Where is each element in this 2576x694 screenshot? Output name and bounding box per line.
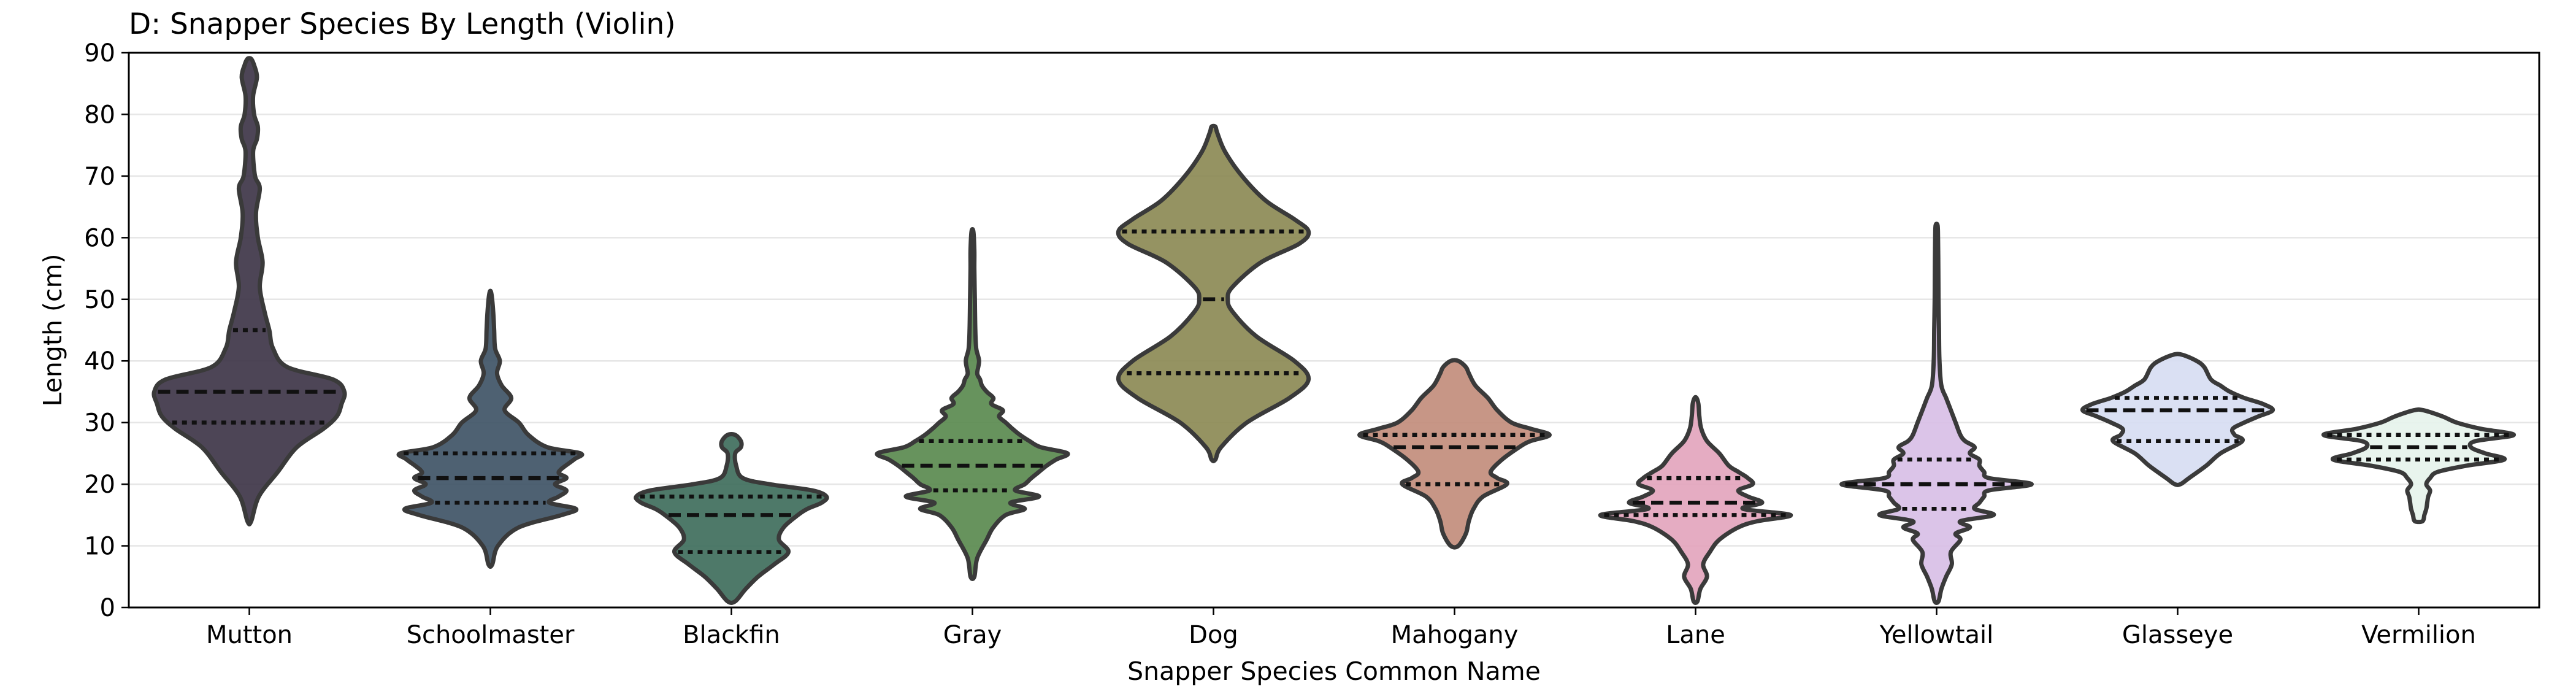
violin-blackfin <box>634 432 829 605</box>
violin-vermilion <box>2321 407 2517 525</box>
y-tick-label: 0 <box>100 594 115 622</box>
x-tick-label: Schoolmaster <box>407 621 575 649</box>
plot-frame <box>128 52 2540 609</box>
violin-body <box>634 432 829 605</box>
x-tick-label: Glasseye <box>2122 621 2233 649</box>
violins <box>151 56 2517 605</box>
y-tick-label: 90 <box>84 39 115 67</box>
violin-body <box>1598 395 1793 605</box>
x-tick-label: Gray <box>943 621 1002 649</box>
violin-dog <box>1116 123 1311 463</box>
violin-body <box>1116 123 1311 463</box>
violin-lane <box>1598 395 1793 605</box>
x-tick-label: Lane <box>1666 621 1725 649</box>
y-tick-label: 70 <box>84 163 115 191</box>
violin-body <box>2321 407 2517 525</box>
violin-mahogany <box>1357 358 1552 550</box>
x-tick-label: Dog <box>1189 621 1238 649</box>
y-tick-label: 60 <box>84 224 115 252</box>
y-axis: 0 10 20 30 40 50 60 70 80 90 <box>84 39 129 622</box>
violin-yellowtail <box>1839 222 2034 605</box>
violin-body <box>2080 352 2275 487</box>
violin-body <box>396 288 585 569</box>
violin-mutton <box>151 56 347 526</box>
x-tick-label: Yellowtail <box>1879 621 1994 649</box>
y-tick-label: 20 <box>84 471 115 499</box>
chart-title: D: Snapper Species By Length (Violin) <box>129 7 676 41</box>
y-tick-label: 50 <box>84 286 115 314</box>
x-tick-label: Mahogany <box>1391 621 1519 649</box>
violin-glasseye <box>2080 352 2275 487</box>
x-tick-label: Mutton <box>206 621 293 649</box>
violin-body <box>1839 222 2034 605</box>
x-tick-label: Blackfin <box>683 621 780 649</box>
violin-body <box>875 227 1070 581</box>
y-tick-label: 80 <box>84 101 115 129</box>
y-tick-label: 30 <box>84 409 115 438</box>
y-tick-label: 10 <box>84 533 115 561</box>
y-axis-label: Length (cm) <box>38 254 67 407</box>
violin-gray <box>875 227 1070 581</box>
violin-body <box>1357 358 1552 550</box>
violin-body <box>151 56 347 526</box>
y-tick-label: 40 <box>84 347 115 376</box>
x-tick-label: Vermilion <box>2361 621 2476 649</box>
violin-schoolmaster <box>396 288 585 569</box>
x-axis: Mutton Schoolmaster Blackfin Gray Dog Mahogan… <box>206 607 2476 649</box>
x-axis-label: Snapper Species Common Name <box>1127 657 1541 686</box>
